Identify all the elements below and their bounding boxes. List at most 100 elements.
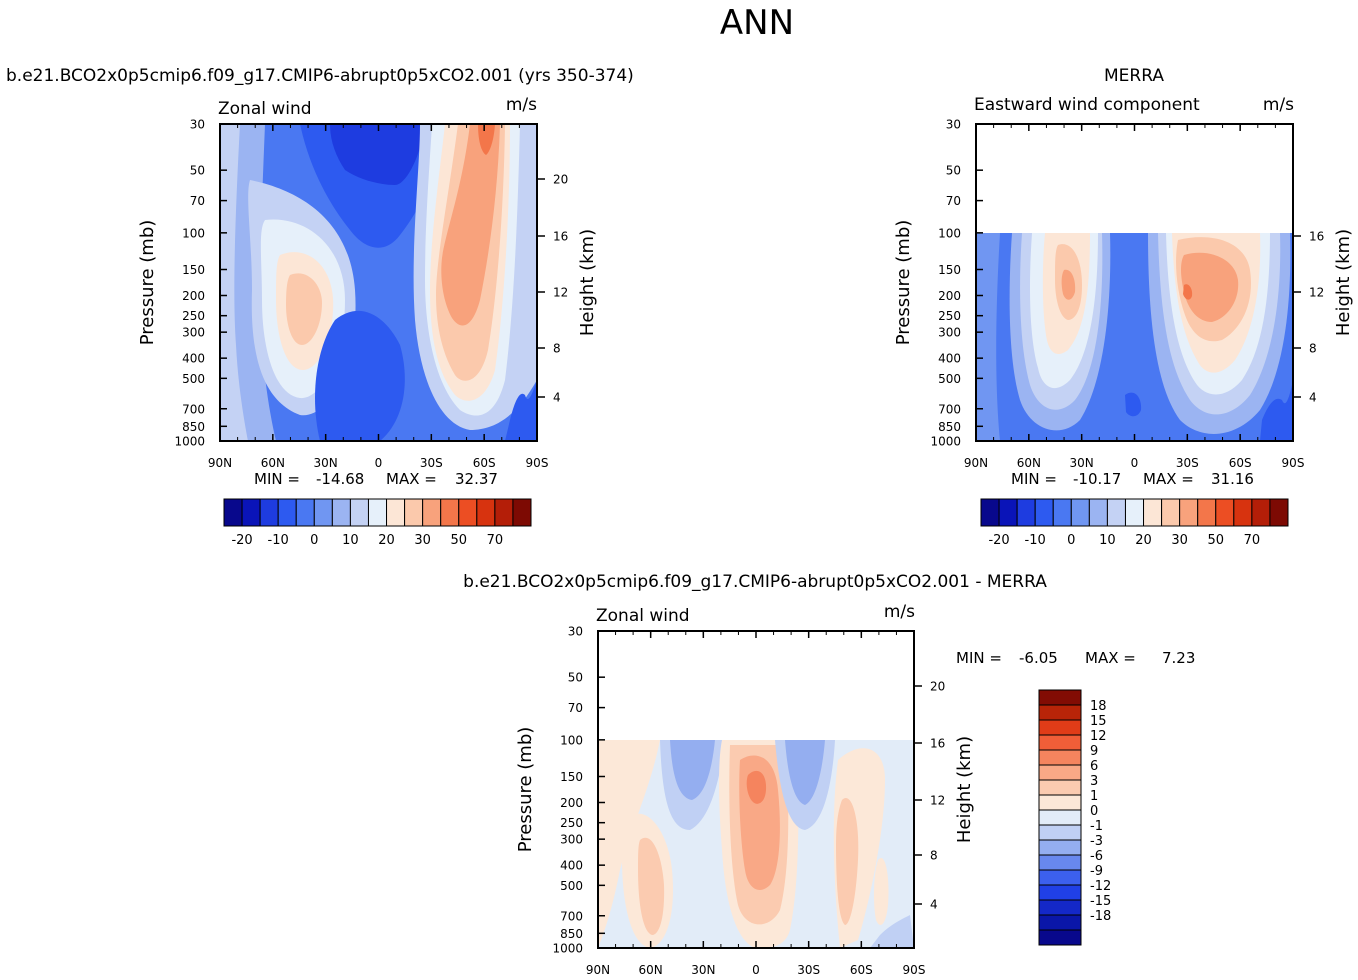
- diff-pos-sh: [836, 798, 859, 925]
- colorbar-swatch: [1038, 899, 1082, 916]
- panel-obs-axes: 90N 60N 30N 0 30S 60S 90S 30 50 70 100 150 200 250 300…: [893, 118, 1354, 471]
- colorbar-swatch: [1038, 764, 1082, 781]
- diff-neg-surface: [870, 915, 914, 948]
- colorbar-label: -10: [268, 533, 289, 548]
- y-tick-label: 1000: [930, 435, 961, 449]
- panel-model-subtitle-left: Zonal wind: [218, 99, 312, 119]
- obs-sh-jet-l5: [1181, 252, 1239, 322]
- model-sh-jet-core: [478, 124, 495, 155]
- height-tick-label: 16: [553, 230, 568, 244]
- obs-antarctic-easterly: [1260, 380, 1293, 441]
- colorbar-swatch: [404, 498, 424, 527]
- y-axis-title: Pressure (mb): [893, 220, 914, 346]
- obs-tropical-easterly: [1125, 392, 1142, 417]
- height-tick-label: 12: [1309, 286, 1324, 300]
- colorbar-swatch: [386, 498, 406, 527]
- x-tick-label: 60S: [850, 963, 873, 977]
- colorbar-swatch: [241, 498, 261, 527]
- panel-model-max-value: 32.37: [455, 470, 498, 488]
- colorbar-swatch: [1038, 809, 1082, 826]
- colorbar-label: 50: [450, 533, 467, 548]
- height-tick-label: 4: [553, 391, 561, 405]
- panel-diff-title: b.e21.BCO2x0p5cmip6.f09_g17.CMIP6-abrupt…: [463, 572, 1047, 592]
- panel-obs-max-label: MAX =: [1143, 470, 1194, 488]
- y-tick-label: 1000: [552, 942, 583, 956]
- panel-model-min-value: -14.68: [316, 470, 364, 488]
- y-tick-label: 200: [182, 289, 205, 303]
- y-tick-label: 100: [938, 226, 961, 240]
- x-tick-label: 90N: [208, 456, 232, 470]
- y-tick-label: 400: [938, 352, 961, 366]
- height-tick-label: 12: [553, 286, 568, 300]
- y-tick-label: 30: [190, 118, 205, 132]
- obs-nh-jet-max: [1061, 269, 1076, 300]
- panel-diff-axes: 90N 60N 30N 0 30S 60S 90S 30 50 70 100 150 200 250 300…: [515, 625, 975, 978]
- y-tick-label: 200: [560, 796, 583, 810]
- y-tick-label: 30: [946, 118, 961, 132]
- colorbar-swatch: [1070, 498, 1090, 527]
- colorbar-label: 30: [1171, 533, 1188, 548]
- y-tick-label: 850: [938, 420, 961, 434]
- panel-model-axes: 90N 60N 30N 0 30S 60S 90S 30 50 70 100 150 200 250 300…: [137, 118, 598, 471]
- colorbar-swatch: [422, 498, 442, 527]
- colorbar-swatch: [1038, 704, 1082, 721]
- panel-diff-max-label: MAX =: [1085, 649, 1136, 667]
- panel-model-max-label: MAX =: [386, 470, 437, 488]
- colorbar-label: 0: [1067, 533, 1075, 548]
- y-tick-label: 300: [560, 833, 583, 847]
- colorbar-swatch: [1106, 498, 1126, 527]
- colorbar-swatch: [1038, 734, 1082, 751]
- colorbar-label: -10: [1025, 533, 1046, 548]
- colorbar-swatch: [1038, 929, 1082, 946]
- y-tick-label: 850: [182, 420, 205, 434]
- colorbar-label: 1: [1090, 789, 1098, 804]
- colorbar-label: 10: [342, 533, 359, 548]
- y-tick-label: 300: [938, 326, 961, 340]
- y-tick-label: 250: [938, 309, 961, 323]
- y-axis-title: Pressure (mb): [515, 727, 536, 853]
- height-tick-label: 12: [930, 794, 945, 808]
- y-axis-title-right: Height (km): [577, 229, 598, 336]
- colorbar-swatch: [998, 498, 1018, 527]
- y-tick-label: 70: [568, 701, 583, 715]
- colorbar-swatch: [1233, 498, 1253, 527]
- x-tick-label: 60S: [473, 456, 496, 470]
- y-tick-label: 250: [560, 816, 583, 830]
- y-tick-label: 850: [560, 927, 583, 941]
- y-tick-label: 300: [182, 326, 205, 340]
- y-tick-label: 400: [182, 352, 205, 366]
- diff-pos-west: [598, 740, 660, 948]
- colorbar-swatch: [1038, 839, 1082, 856]
- y-tick-label: 700: [938, 402, 961, 416]
- colorbar-swatch: [1016, 498, 1036, 527]
- colorbar-label: -9: [1090, 864, 1103, 879]
- panel-obs-contour-field: [976, 233, 1293, 441]
- colorbar-swatch: [313, 498, 333, 527]
- colorbar-swatch: [1038, 869, 1082, 886]
- height-tick-label: 8: [553, 342, 561, 356]
- y-tick-label: 30: [568, 625, 583, 639]
- colorbar-swatch: [1052, 498, 1072, 527]
- colorbar-swatch: [1161, 498, 1181, 527]
- x-tick-label: 90N: [586, 963, 610, 977]
- model-tropical-easterly-core: [330, 124, 425, 185]
- colorbar-swatch: [277, 498, 297, 527]
- x-tick-label: 60S: [1229, 456, 1252, 470]
- colorbar-label: 70: [1244, 533, 1261, 548]
- panel-obs-title: MERRA: [1104, 66, 1164, 86]
- panel-diff-max-value: 7.23: [1162, 649, 1195, 667]
- x-tick-label: 30N: [314, 456, 338, 470]
- height-tick-label: 16: [930, 737, 945, 751]
- panel-model: b.e21.BCO2x0p5cmip6.f09_g17.CMIP6-abrupt…: [6, 66, 634, 548]
- y-tick-label: 150: [560, 770, 583, 784]
- colorbar-swatch: [1038, 719, 1082, 736]
- diff-pos-polar: [873, 858, 889, 925]
- y-tick-label: 700: [560, 909, 583, 923]
- colorbar-swatch: [259, 498, 279, 527]
- model-band-west-lighter: [220, 124, 248, 441]
- obs-sh-jet-core: [1183, 284, 1193, 300]
- y-tick-label: 100: [182, 226, 205, 240]
- colorbar-swatch: [295, 498, 315, 527]
- colorbar-swatch: [1038, 689, 1082, 706]
